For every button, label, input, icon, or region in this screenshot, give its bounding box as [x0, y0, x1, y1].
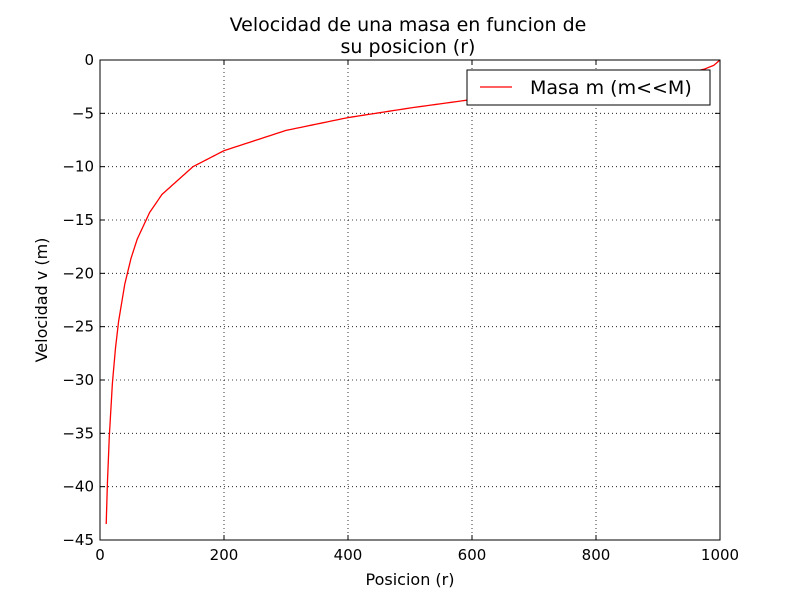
y-tick-label: −35: [62, 424, 94, 442]
x-tick-label: 200: [210, 546, 239, 564]
y-tick-label: −20: [62, 264, 94, 282]
y-tick-label: −5: [72, 104, 94, 122]
x-tick-label: 1000: [701, 546, 739, 564]
y-tick-label: −10: [62, 158, 94, 176]
y-tick-label: −45: [62, 531, 94, 549]
chart-title-line-1: Velocidad de una masa en funcion de: [230, 14, 587, 36]
x-tick-label: 400: [334, 546, 363, 564]
ticks: [99, 59, 721, 541]
y-tick-label: −40: [62, 478, 94, 496]
grid: [100, 60, 720, 540]
x-tick-label: 600: [458, 546, 487, 564]
legend-label: Masa m (m<<M): [530, 77, 692, 99]
legend: Masa m (m<<M): [466, 69, 711, 106]
plot-area: [99, 59, 721, 541]
x-axis-label: Posicion (r): [366, 570, 455, 589]
chart-title-line-2: su posicion (r): [341, 36, 476, 58]
plot-frame: [99, 59, 721, 541]
y-axis-label: Velocidad v (m): [32, 238, 51, 363]
tick-labels: 0 200 400 600 800 1000 0 −5 −10 −15 −20 −25 −30 −35 −4…: [62, 51, 739, 564]
y-tick-label: −15: [62, 211, 94, 229]
chart-title: Velocidad de una masa en funcion de su p…: [230, 14, 587, 58]
x-tick-label: 800: [582, 546, 611, 564]
x-tick-label: 0: [95, 546, 105, 564]
plot-background: [100, 60, 720, 540]
y-tick-label: 0: [84, 51, 94, 69]
y-tick-label: −30: [62, 371, 94, 389]
y-tick-label: −25: [62, 318, 94, 336]
